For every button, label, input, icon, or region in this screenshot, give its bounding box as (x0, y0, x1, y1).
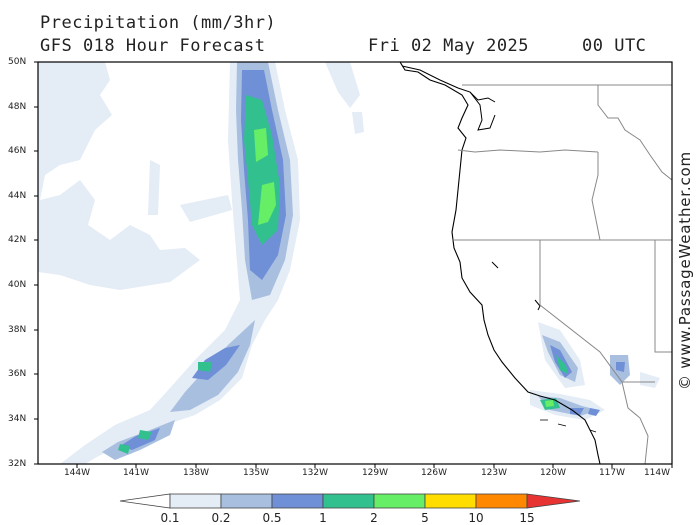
lon-label: 144W (63, 468, 91, 478)
lat-label: 48N (8, 102, 27, 112)
lon-label: 135W (242, 468, 270, 478)
precip-cell (588, 408, 600, 416)
precip-cell (556, 355, 568, 374)
forecast-date: Fri 02 May 2025 (368, 36, 530, 56)
axis-ticks (34, 61, 673, 468)
lat-label: 44N (8, 191, 27, 201)
lake (491, 261, 541, 311)
lon-label: 117W (598, 468, 626, 478)
precip-cell (118, 444, 130, 454)
precip-cell (616, 362, 625, 372)
lon-label: 126W (420, 468, 448, 478)
lon-label: 120W (539, 468, 567, 478)
precip-cell (570, 408, 584, 415)
coastline (401, 65, 496, 103)
legend-label: 10 (468, 511, 484, 525)
precip-area-light (38, 62, 200, 290)
precip-area-light (325, 62, 360, 108)
coastline (469, 91, 496, 131)
lat-label: 50N (8, 57, 27, 67)
precip-cell (198, 362, 212, 372)
legend-label: 0.1 (160, 511, 180, 525)
legend-label: 2 (370, 511, 378, 525)
precip-area-light (180, 195, 232, 222)
precip-area-light (352, 112, 364, 134)
legend-label: 1 (319, 511, 327, 525)
legend-label: 0.2 (211, 511, 231, 525)
lat-label: 32N (8, 459, 27, 469)
lat-label: 34N (8, 414, 27, 424)
island (540, 419, 597, 433)
legend-label: 15 (519, 511, 535, 525)
lat-label: 36N (8, 369, 27, 379)
map-title: Precipitation (mm/3hr) (40, 13, 277, 33)
lon-label: 132W (301, 468, 329, 478)
forecast-label: GFS 018 Hour Forecast (40, 36, 266, 56)
legend-label: 0.5 (262, 511, 282, 525)
credit-text: © www.PassageWeather.com (676, 151, 694, 390)
precip-cell (545, 400, 554, 407)
map-frame (37, 61, 673, 465)
coastline (399, 62, 601, 464)
precipitation-layer (38, 62, 660, 464)
precip-band-heavy (192, 345, 240, 380)
precip-area-light (148, 160, 160, 215)
lon-label: 141W (122, 468, 150, 478)
precip-cell (258, 182, 276, 225)
precip-area-land (640, 372, 660, 388)
lat-label: 40N (8, 280, 27, 290)
lat-label: 46N (8, 146, 27, 156)
lon-label: 123W (480, 468, 508, 478)
precip-cell (138, 430, 152, 440)
lat-label: 38N (8, 325, 27, 335)
lon-label: 114W (643, 468, 671, 478)
state-border (452, 85, 672, 464)
precip-cell (254, 128, 268, 162)
lat-label: 42N (8, 235, 27, 245)
forecast-time: 00 UTC (582, 36, 647, 56)
lon-label: 129W (361, 468, 389, 478)
legend-label: 5 (421, 511, 429, 525)
lon-label: 138W (182, 468, 210, 478)
